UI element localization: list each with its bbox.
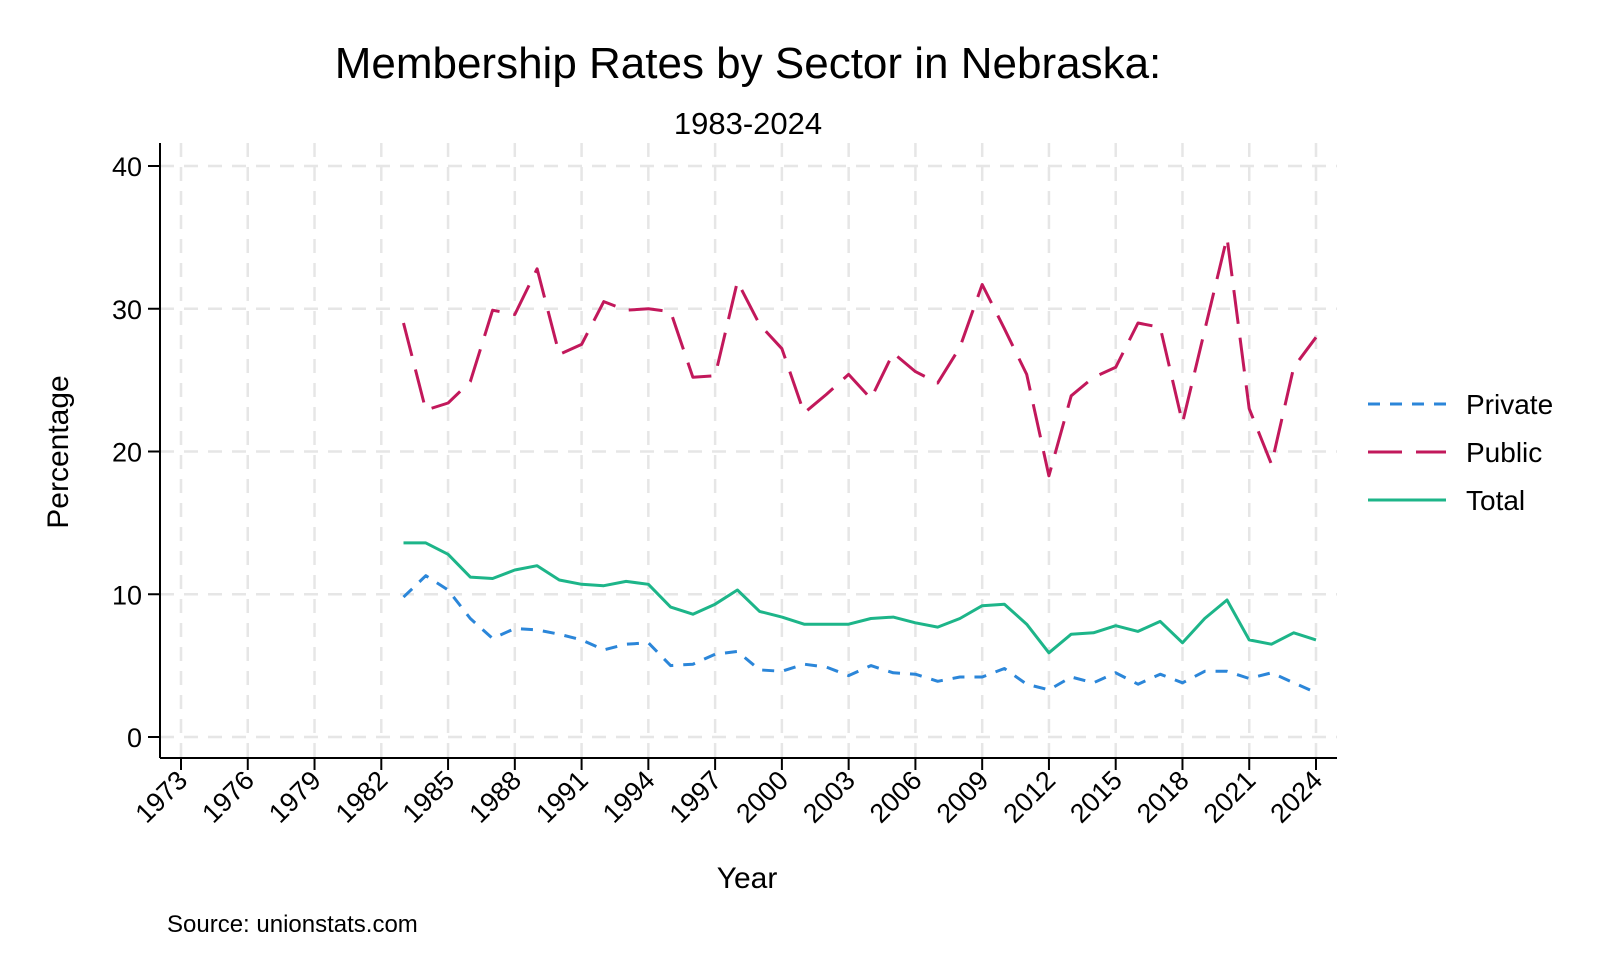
x-tick-label-2018: 2018 bbox=[1131, 765, 1195, 829]
x-tick-label-2024: 2024 bbox=[1265, 765, 1329, 829]
x-tick-label-2012: 2012 bbox=[997, 765, 1061, 829]
x-tick-label-1997: 1997 bbox=[664, 765, 728, 829]
legend-label-total: Total bbox=[1466, 485, 1525, 516]
chart-title: Membership Rates by Sector in Nebraska: bbox=[335, 39, 1162, 88]
y-tick-label-0: 0 bbox=[127, 723, 142, 753]
series-line-total bbox=[403, 541, 1317, 655]
x-tick-label-1982: 1982 bbox=[330, 765, 394, 829]
x-tick-label-2015: 2015 bbox=[1064, 765, 1128, 829]
y-tick-label-30: 30 bbox=[112, 295, 142, 325]
series-line-private bbox=[402, 574, 1317, 695]
grid-lines bbox=[160, 143, 1337, 758]
x-tick-label-1991: 1991 bbox=[530, 765, 594, 829]
legend: Private Public Total bbox=[1368, 389, 1553, 516]
x-axis-title: Year bbox=[717, 862, 778, 895]
x-tick-label-1994: 1994 bbox=[597, 765, 661, 829]
x-tick-label-2021: 2021 bbox=[1198, 765, 1262, 829]
y-tick-label-10: 10 bbox=[112, 580, 142, 610]
x-tick-label-1988: 1988 bbox=[463, 765, 527, 829]
legend-label-public: Public bbox=[1466, 437, 1542, 468]
series-line-public bbox=[402, 235, 1318, 478]
x-tick-label-1985: 1985 bbox=[397, 765, 461, 829]
y-axis-title: Percentage bbox=[42, 375, 75, 528]
chart-subtitle: 1983-2024 bbox=[674, 106, 822, 141]
x-tick-label-1973: 1973 bbox=[130, 765, 194, 829]
source-note: Source: unionstats.com bbox=[167, 911, 418, 938]
legend-label-private: Private bbox=[1466, 389, 1553, 420]
x-tick-label-1979: 1979 bbox=[263, 765, 327, 829]
x-tick-label-2000: 2000 bbox=[730, 765, 794, 829]
x-tick-label-2003: 2003 bbox=[797, 765, 861, 829]
x-tick-label-1976: 1976 bbox=[196, 765, 260, 829]
x-tick-label-2006: 2006 bbox=[864, 765, 928, 829]
series-lines bbox=[402, 235, 1318, 695]
y-tick-label-20: 20 bbox=[112, 438, 142, 468]
x-tick-label-2009: 2009 bbox=[931, 765, 995, 829]
y-tick-label-40: 40 bbox=[112, 152, 142, 182]
